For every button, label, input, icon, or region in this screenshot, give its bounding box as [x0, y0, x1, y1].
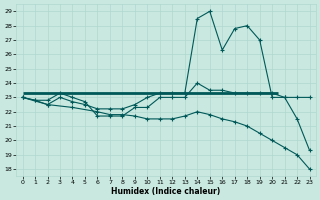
X-axis label: Humidex (Indice chaleur): Humidex (Indice chaleur)	[111, 187, 221, 196]
